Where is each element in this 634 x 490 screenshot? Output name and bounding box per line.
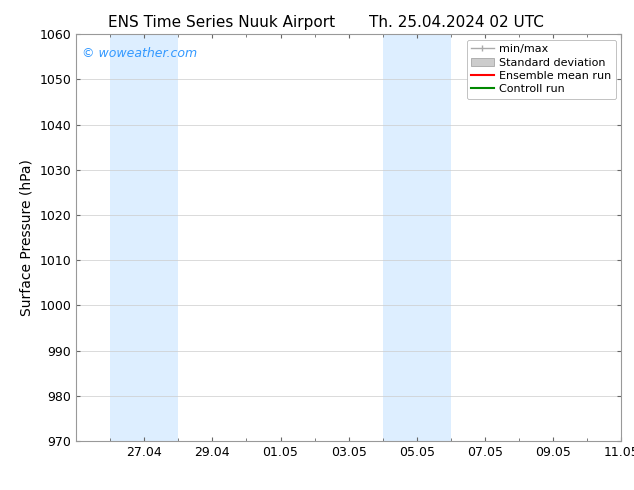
Bar [383, 34, 451, 441]
Text: ENS Time Series Nuuk Airport: ENS Time Series Nuuk Airport [108, 15, 335, 30]
Text: © woweather.com: © woweather.com [82, 47, 197, 59]
Bar [110, 34, 178, 441]
Y-axis label: Surface Pressure (hPa): Surface Pressure (hPa) [20, 159, 34, 316]
Legend: min/max, Standard deviation, Ensemble mean run, Controll run: min/max, Standard deviation, Ensemble me… [467, 40, 616, 99]
Text: Th. 25.04.2024 02 UTC: Th. 25.04.2024 02 UTC [369, 15, 544, 30]
